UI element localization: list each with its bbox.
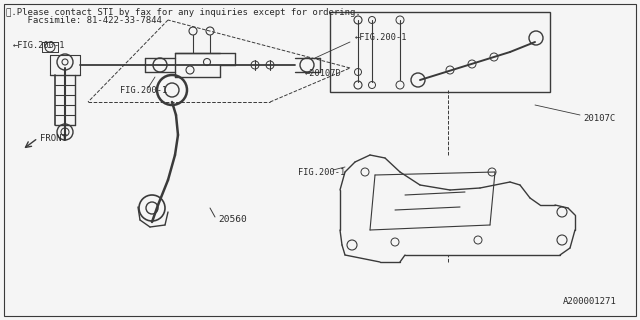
Text: ←20107D: ←20107D <box>305 68 342 77</box>
Text: 20107C: 20107C <box>583 114 615 123</box>
Text: FIG.200-1: FIG.200-1 <box>120 85 167 94</box>
Text: FRONT: FRONT <box>40 133 67 142</box>
Text: 20560: 20560 <box>218 215 247 225</box>
Text: A200001271: A200001271 <box>563 298 617 307</box>
Text: ※.Please contact STI by fax for any inquiries except for ordering.: ※.Please contact STI by fax for any inqu… <box>6 7 361 17</box>
Text: Facsimile: 81-422-33-7844: Facsimile: 81-422-33-7844 <box>6 15 162 25</box>
Text: ←FIG.200-1: ←FIG.200-1 <box>13 41 65 50</box>
Text: FIG.200-1: FIG.200-1 <box>298 167 345 177</box>
Bar <box>330 12 550 92</box>
Text: ←FIG.200-1: ←FIG.200-1 <box>355 33 408 42</box>
